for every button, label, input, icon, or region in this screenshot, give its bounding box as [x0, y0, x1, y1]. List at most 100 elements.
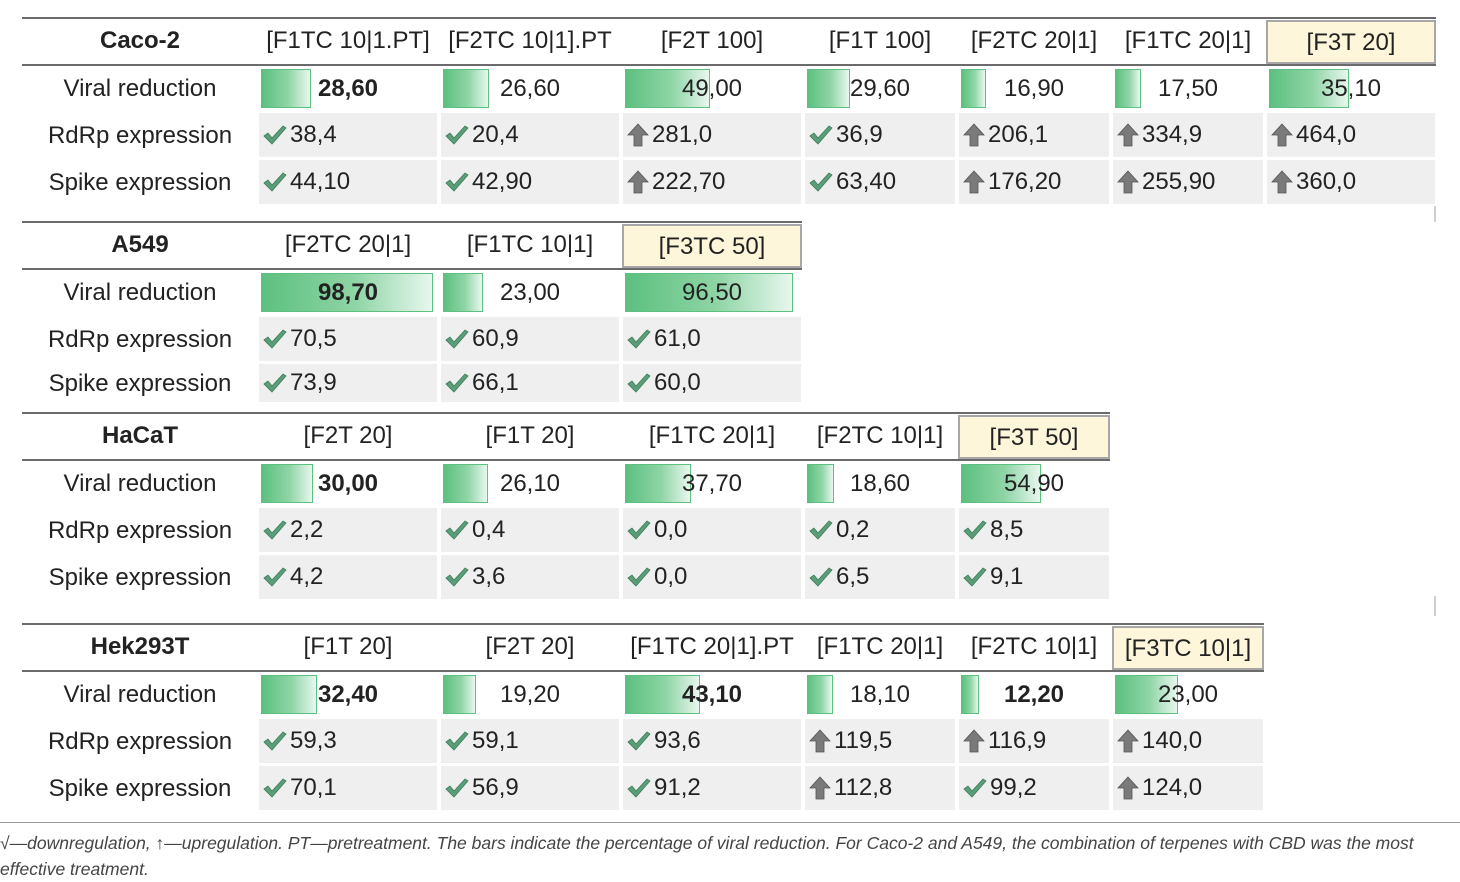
up-arrow-icon — [1117, 776, 1142, 800]
treatment-header: [F2TC 10|1] — [816, 422, 944, 449]
cell-line-name: A549 — [111, 231, 169, 258]
checkmark-icon — [445, 171, 472, 193]
checkmark-icon — [627, 730, 654, 752]
viral-reduction-value: 18,60 — [849, 470, 911, 497]
spike-expression-cell: 63,40 — [805, 160, 955, 204]
up-arrow-icon — [1271, 170, 1296, 194]
spike-expression-cell: 0,0 — [623, 555, 801, 599]
rdrp-expression-cell: 61,0 — [623, 317, 801, 361]
spike-expression-cell: 9,1 — [959, 555, 1109, 599]
rdrp-value: 464,0 — [1296, 121, 1357, 148]
viral-reduction-bar — [1115, 69, 1141, 108]
viral-reduction-bar — [261, 675, 318, 714]
rdrp-expression-cell: 0,0 — [623, 508, 801, 552]
viral-reduction-value: 54,90 — [1003, 470, 1065, 497]
checkmark-icon — [263, 171, 290, 193]
rdrp-value: 70,5 — [290, 325, 337, 352]
row-label: Spike expression — [48, 370, 232, 397]
treatment-header: [F2T 20] — [303, 422, 393, 449]
rdrp-value: 20,4 — [472, 121, 519, 148]
up-arrow-icon — [627, 123, 652, 147]
spike-value: 66,1 — [472, 369, 519, 396]
rdrp-expression-cell: 20,4 — [441, 113, 619, 157]
checkmark-icon — [445, 124, 472, 146]
viral-reduction-bar — [625, 273, 793, 312]
treatment-header: [F3T 20] — [1266, 20, 1436, 64]
viral-reduction-cell: 19,20 — [441, 673, 619, 716]
row-label: Viral reduction — [63, 279, 217, 306]
viral-reduction-value: 12,20 — [1003, 681, 1065, 708]
viral-reduction-cell: 35,10 — [1267, 67, 1435, 110]
edge-tick — [1434, 596, 1436, 616]
treatment-header: [F2TC 20|1] — [284, 231, 412, 258]
viral-reduction-cell: 26,60 — [441, 67, 619, 110]
spike-expression-cell: 176,20 — [959, 160, 1109, 204]
rdrp-value: 140,0 — [1142, 727, 1203, 754]
rdrp-value: 0,2 — [836, 516, 870, 543]
checkmark-icon — [263, 328, 290, 350]
treatment-header: [F1TC 10|1] — [466, 231, 594, 258]
spike-value: 91,2 — [654, 774, 701, 801]
treatment-header: [F3TC 50] — [622, 224, 802, 268]
spike-expression-cell: 73,9 — [259, 364, 437, 402]
checkmark-icon — [627, 328, 654, 350]
treatment-header: [F3T 50] — [958, 415, 1110, 459]
viral-reduction-cell: 43,10 — [623, 673, 801, 716]
rdrp-value: 8,5 — [990, 516, 1024, 543]
viral-reduction-bar — [961, 69, 986, 108]
checkmark-icon — [263, 777, 290, 799]
viral-reduction-bar — [1115, 675, 1178, 714]
viral-reduction-bar — [261, 273, 433, 312]
treatment-header: [F2TC 20|1] — [970, 27, 1098, 54]
treatment-header: [F2T 20] — [485, 633, 575, 660]
viral-reduction-bar — [625, 464, 691, 503]
viral-reduction-value: 17,50 — [1157, 75, 1219, 102]
spike-expression-cell: 56,9 — [441, 766, 619, 810]
treatment-header: [F1TC 10|1.PT] — [266, 27, 430, 54]
treatment-header: [F2TC 10|1].PT — [448, 27, 612, 54]
viral-reduction-cell: 18,10 — [805, 673, 955, 716]
spike-value: 6,5 — [836, 563, 870, 590]
checkmark-icon — [445, 566, 472, 588]
rdrp-value: 206,1 — [988, 121, 1049, 148]
up-arrow-icon — [627, 170, 652, 194]
treatment-header: [F1TC 20|1] — [648, 422, 776, 449]
up-arrow-icon — [809, 776, 834, 800]
spike-value: 44,10 — [290, 168, 351, 195]
header-rule — [22, 670, 1264, 672]
viral-reduction-cell: 30,00 — [259, 462, 437, 505]
rdrp-expression-cell: 119,5 — [805, 719, 955, 763]
viral-reduction-cell: 29,60 — [805, 67, 955, 110]
viral-reduction-bar — [443, 273, 484, 312]
row-label: Viral reduction — [63, 681, 217, 708]
rdrp-value: 0,0 — [654, 516, 688, 543]
treatment-header: [F2TC 10|1] — [970, 633, 1098, 660]
viral-reduction-cell: 26,10 — [441, 462, 619, 505]
rdrp-value: 60,9 — [472, 325, 519, 352]
row-label: Spike expression — [48, 564, 232, 591]
rdrp-expression-cell: 140,0 — [1113, 719, 1263, 763]
rdrp-value: 119,5 — [834, 727, 893, 754]
spike-expression-cell: 60,0 — [623, 364, 801, 402]
viral-reduction-cell: 37,70 — [623, 462, 801, 505]
rdrp-expression-cell: 0,4 — [441, 508, 619, 552]
spike-expression-cell: 222,70 — [623, 160, 801, 204]
checkmark-icon — [263, 372, 290, 394]
spike-expression-cell: 44,10 — [259, 160, 437, 204]
spike-expression-cell: 3,6 — [441, 555, 619, 599]
up-arrow-icon — [1117, 729, 1142, 753]
treatment-header: [F1T 20] — [485, 422, 575, 449]
viral-reduction-bar — [261, 464, 314, 503]
cell-line-name: Caco-2 — [99, 27, 181, 54]
spike-value: 63,40 — [836, 168, 897, 195]
spike-expression-cell: 255,90 — [1113, 160, 1263, 204]
checkmark-icon — [963, 566, 990, 588]
row-label: Spike expression — [48, 775, 232, 802]
spike-value: 3,6 — [472, 563, 506, 590]
block-top-rule — [22, 623, 1264, 625]
header-rule — [22, 459, 1110, 461]
viral-reduction-value: 23,00 — [1157, 681, 1219, 708]
row-label: Viral reduction — [63, 470, 217, 497]
spike-value: 60,0 — [654, 369, 701, 396]
checkmark-icon — [627, 372, 654, 394]
